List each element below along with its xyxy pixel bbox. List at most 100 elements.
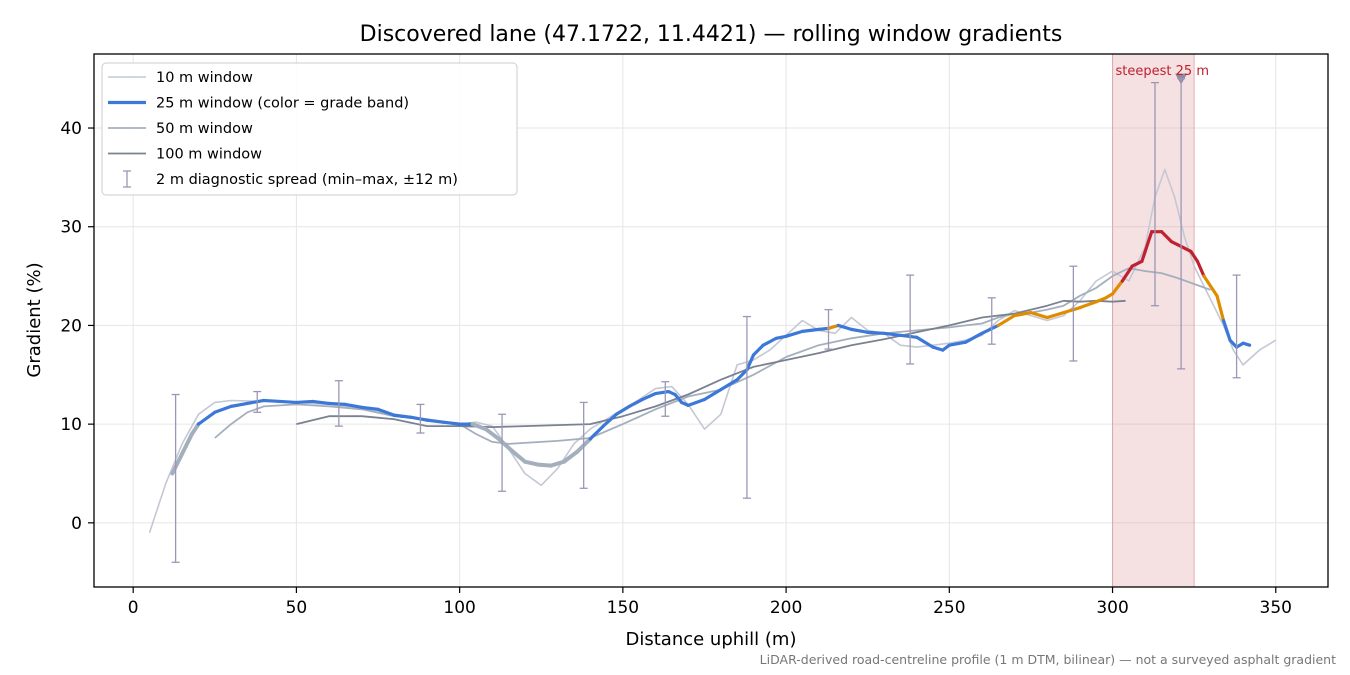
series-25m-segment [702,387,723,402]
series-25m-segment [1029,311,1049,320]
series-25m-segment [409,415,429,422]
tick-labels: 0 50 100 150 200 250 300 350 0 10 20 30 40 [60,119,1292,618]
series-25m-segment [1202,274,1213,288]
legend-label: 100 m window [156,147,262,163]
series-25m-segment [1061,306,1082,315]
legend-label: 10 m window [156,70,253,86]
x-tick-label: 350 [1260,598,1292,618]
grid-lines [94,54,1328,587]
series-25m-segment [1140,230,1154,263]
series-25m-segment [1013,311,1033,318]
series-25m-segment [640,391,658,402]
series-25m-segment [562,449,580,464]
series-25m-segment [673,392,684,405]
legend-label: 50 m window [156,121,253,137]
series-25m-segment [826,323,840,330]
steepest-label: steepest 25 m [1116,64,1209,79]
x-tick-label: 300 [1096,598,1128,618]
series-25m-segment [1045,311,1066,320]
series-25m-segment [653,389,671,396]
series-25m-segment [229,401,250,408]
x-tick-label: 100 [443,598,475,618]
series-25m-segment [425,418,445,424]
plot-frame [93,53,1329,588]
y-tick-label: 10 [60,415,82,435]
series-25m-segment [800,327,821,333]
series-25m-segment [1241,341,1252,347]
y-tick-label: 0 [71,514,82,534]
y-tick-label: 20 [60,316,82,336]
x-tick-label: 50 [286,598,308,618]
series-25m-segment [522,459,540,467]
legend-box [101,62,518,196]
series-25m-segment [1221,318,1232,342]
series-25m-segment [964,331,984,344]
series-25m-segment [751,343,765,357]
series-25m-segment [784,329,805,338]
series-25m-segment [1195,259,1206,278]
series-25m-segment [311,399,331,406]
chart-title: Discovered lane (47.1722, 11.4421) — rol… [360,22,1063,47]
series-25m-segment [601,412,618,428]
series-25m-segment [588,424,605,441]
series-25m-segment [1189,249,1200,263]
series-25m-segment [627,397,645,408]
series-25m-segment [614,404,631,416]
series-25m-segment [735,368,749,382]
series-25m-segment [866,330,886,335]
legend-label: 2 m diagnostic spread (min–max, ±12 m) [156,172,458,188]
series-25m-segment [360,405,380,411]
series-25m-segment [947,340,968,347]
series-25m-segment [170,451,185,476]
series-25m-segment [535,462,554,468]
footnote: LiDAR-derived road-centreline profile (1… [760,652,1336,667]
series-50m-line [214,267,1211,445]
series-10m-line [148,168,1277,533]
series-25m-segment [470,422,488,432]
series-25m-segment [1094,296,1108,304]
series-25m-segment [1208,284,1219,298]
y-axis-label: Gradient (%) [24,262,45,377]
series-25m-segment [1130,259,1144,268]
x-tick-label: 200 [770,598,802,618]
series-25m-segment [549,459,567,468]
steepest-band-rect [1112,53,1195,588]
series-25m-segment [496,436,514,453]
series-25m-segment [1215,294,1226,323]
series-25m-segment [882,331,902,337]
series-25m-segment [719,378,739,392]
series-25m-segment [849,327,870,334]
series-25m-segment [1120,264,1134,283]
series-25m-segment [294,399,315,405]
series-25m-segment [1110,279,1124,296]
x-tick-label: 150 [607,598,639,618]
series-25m-segment [1169,239,1183,249]
x-tick-label: 250 [933,598,965,618]
series-25m-segment [1179,244,1193,254]
y-tick-label: 30 [60,218,82,238]
series-25m-segment [915,335,935,349]
series-25m-segment [836,323,853,331]
series-100m-line [296,299,1126,429]
x-axis-label: Distance uphill (m) [626,629,797,650]
series-25m-segment [1159,230,1173,244]
series-25m-segment [483,427,501,441]
series-25m-segment [196,410,217,426]
axes [93,53,1329,588]
series-lines [148,168,1277,533]
series-25m-segment [189,422,201,437]
series-25m-segment [376,407,396,417]
steepest-band: steepest 25 m [1112,53,1209,588]
series-25m-segment [180,432,194,456]
series-25m-segment [1078,300,1098,310]
series-25m-segment [343,402,364,409]
series-25m-segment [931,345,945,352]
legend-label: 25 m window (color = grade band) [156,96,409,112]
x-tick-label: 0 [128,598,139,618]
series-25m-segment [996,313,1017,328]
series-25m-segment [327,401,347,406]
legend: 10 m window 25 m window (color = grade ba… [101,62,518,196]
y-tick-label: 40 [60,119,82,139]
series-25m-segment [817,326,831,331]
